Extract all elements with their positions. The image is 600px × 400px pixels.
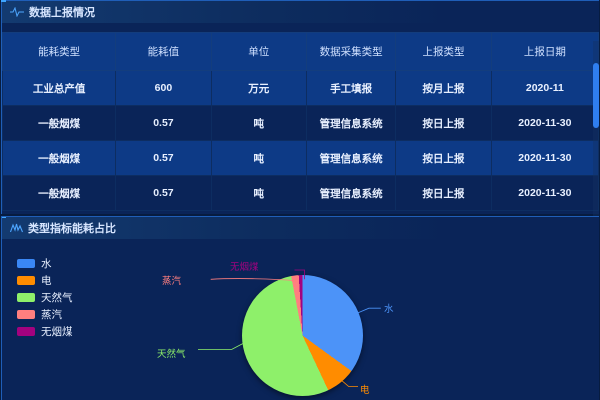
svg-text:水: 水 (384, 303, 394, 315)
svg-text:天然气: 天然气 (157, 348, 186, 360)
svg-text:无烟煤: 无烟煤 (230, 261, 259, 273)
svg-text:蒸汽: 蒸汽 (162, 275, 182, 287)
svg-text:电: 电 (360, 384, 370, 395)
